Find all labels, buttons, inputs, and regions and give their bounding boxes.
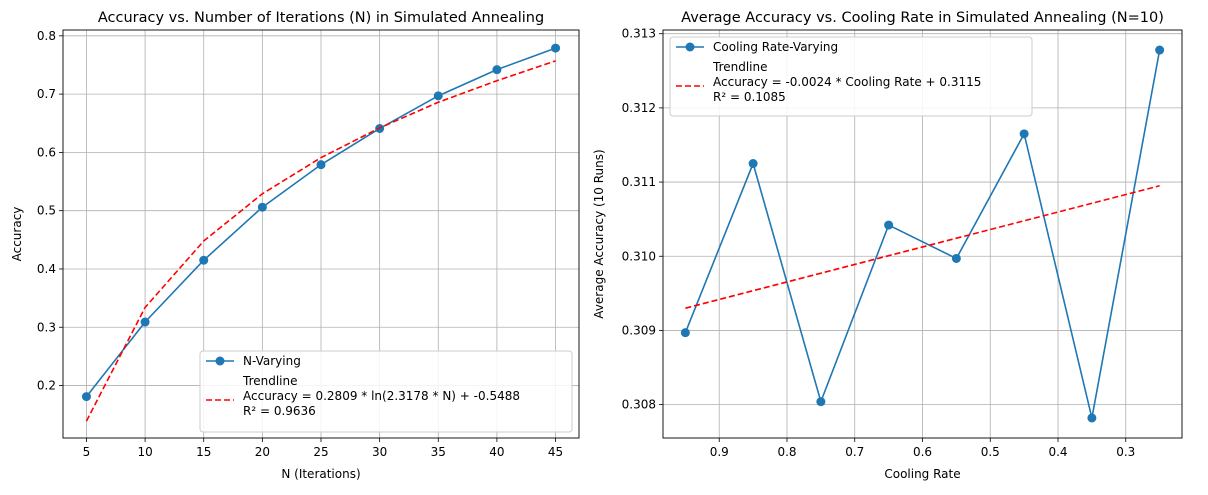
y-tick-label: 0.313	[622, 27, 656, 41]
legend-entry: Trendline Accuracy = 0.2809 * ln(2.3178 *…	[206, 374, 520, 418]
legend-entry: Cooling Rate-Varying	[676, 40, 838, 54]
x-tick-label: 0.9	[710, 445, 729, 459]
x-tick-label: 25	[313, 445, 328, 459]
legend-label: Trendline Accuracy = -0.0024 * Cooling Ra…	[712, 60, 981, 104]
chart-2: 0.9 0.8 0.7 0.6 0.5 0.4 0.3 0.308 0.309 0.310 0.31…	[592, 10, 1183, 481]
x-tick-label: 45	[548, 445, 563, 459]
series-1	[81, 43, 561, 402]
legend: Cooling Rate-Varying Trendline Accuracy = …	[669, 36, 1033, 117]
y-tick-label: 0.308	[622, 398, 656, 412]
data-point	[884, 220, 894, 230]
y-tick-label: 0.4	[37, 262, 56, 276]
x-tick-label: 0.6	[913, 445, 932, 459]
data-point	[81, 392, 91, 402]
legend-box	[669, 36, 1033, 117]
legend-marker	[685, 42, 695, 52]
legend-box	[199, 350, 573, 433]
data-point	[140, 317, 150, 327]
legend-label: Trendline Accuracy = 0.2809 * ln(2.3178 *…	[242, 374, 520, 418]
y-tick-label: 0.2	[37, 379, 56, 393]
x-tick-label: 35	[431, 445, 446, 459]
series-line	[685, 185, 1160, 309]
y-axis-label: Accuracy	[10, 207, 24, 262]
data-point	[1155, 45, 1165, 55]
series-line	[684, 49, 1161, 419]
y-axis-label: Average Accuracy (10 Runs)	[592, 149, 606, 318]
series-2	[685, 185, 1160, 309]
legend-entry: Trendline Accuracy = -0.0024 * Cooling Ra…	[676, 60, 981, 104]
x-axis-label: N (Iterations)	[281, 467, 360, 481]
axes-frame	[62, 29, 580, 439]
axes-frame	[662, 29, 1183, 439]
y-tick-label: 0.311	[622, 175, 656, 189]
legend: N-Varying Trendline Accuracy = 0.2809 * ln…	[199, 350, 573, 433]
y-tick-label: 0.3	[37, 320, 56, 334]
series-1	[680, 45, 1165, 423]
y-tick-label: 0.5	[37, 204, 56, 218]
x-tick-label: 5	[83, 445, 91, 459]
y-tick-label: 0.6	[37, 145, 56, 159]
x-tick-label: 0.4	[1048, 445, 1067, 459]
x-tick-label: 0.7	[845, 445, 864, 459]
x-tick-label: 30	[372, 445, 387, 459]
x-tick-label: 0.3	[1116, 445, 1135, 459]
x-tick-label: 40	[489, 445, 504, 459]
data-point	[492, 65, 502, 75]
x-tick-label: 10	[137, 445, 152, 459]
series-2	[85, 60, 556, 422]
x-tick-label: 15	[196, 445, 211, 459]
data-point	[433, 91, 443, 101]
data-point	[748, 159, 758, 169]
chart-1: 5 10 15 20 25 30 35 40 45 0.2 0.3 0.4 0.5 0.6 0.7 0.8 Ac…	[10, 10, 580, 481]
y-tick-label: 0.312	[622, 101, 656, 115]
legend-label: Cooling Rate-Varying	[713, 40, 838, 54]
data-point	[551, 43, 561, 53]
data-point	[1019, 129, 1029, 139]
data-point	[316, 160, 326, 170]
legend-marker	[215, 356, 225, 366]
x-tick-label: 20	[255, 445, 270, 459]
x-axis-label: Cooling Rate	[884, 467, 960, 481]
x-tick-label: 0.8	[777, 445, 796, 459]
data-point	[257, 202, 267, 212]
x-tick-label: 0.5	[981, 445, 1000, 459]
y-tick-label: 0.309	[622, 323, 656, 337]
y-tick-label: 0.310	[622, 249, 656, 263]
data-point	[816, 397, 826, 407]
y-tick-label: 0.7	[37, 87, 56, 101]
legend-label: N-Varying	[243, 354, 301, 368]
data-point	[680, 328, 690, 338]
series-line	[85, 60, 556, 422]
chart-title: Average Accuracy vs. Cooling Rate in Sim…	[681, 10, 1164, 26]
data-point	[951, 253, 961, 263]
data-point	[1087, 413, 1097, 423]
y-tick-label: 0.8	[37, 29, 56, 43]
data-point	[199, 255, 209, 265]
legend-entry: N-Varying	[206, 354, 301, 368]
chart-title: Accuracy vs. Number of Iterations (N) in…	[98, 10, 544, 26]
